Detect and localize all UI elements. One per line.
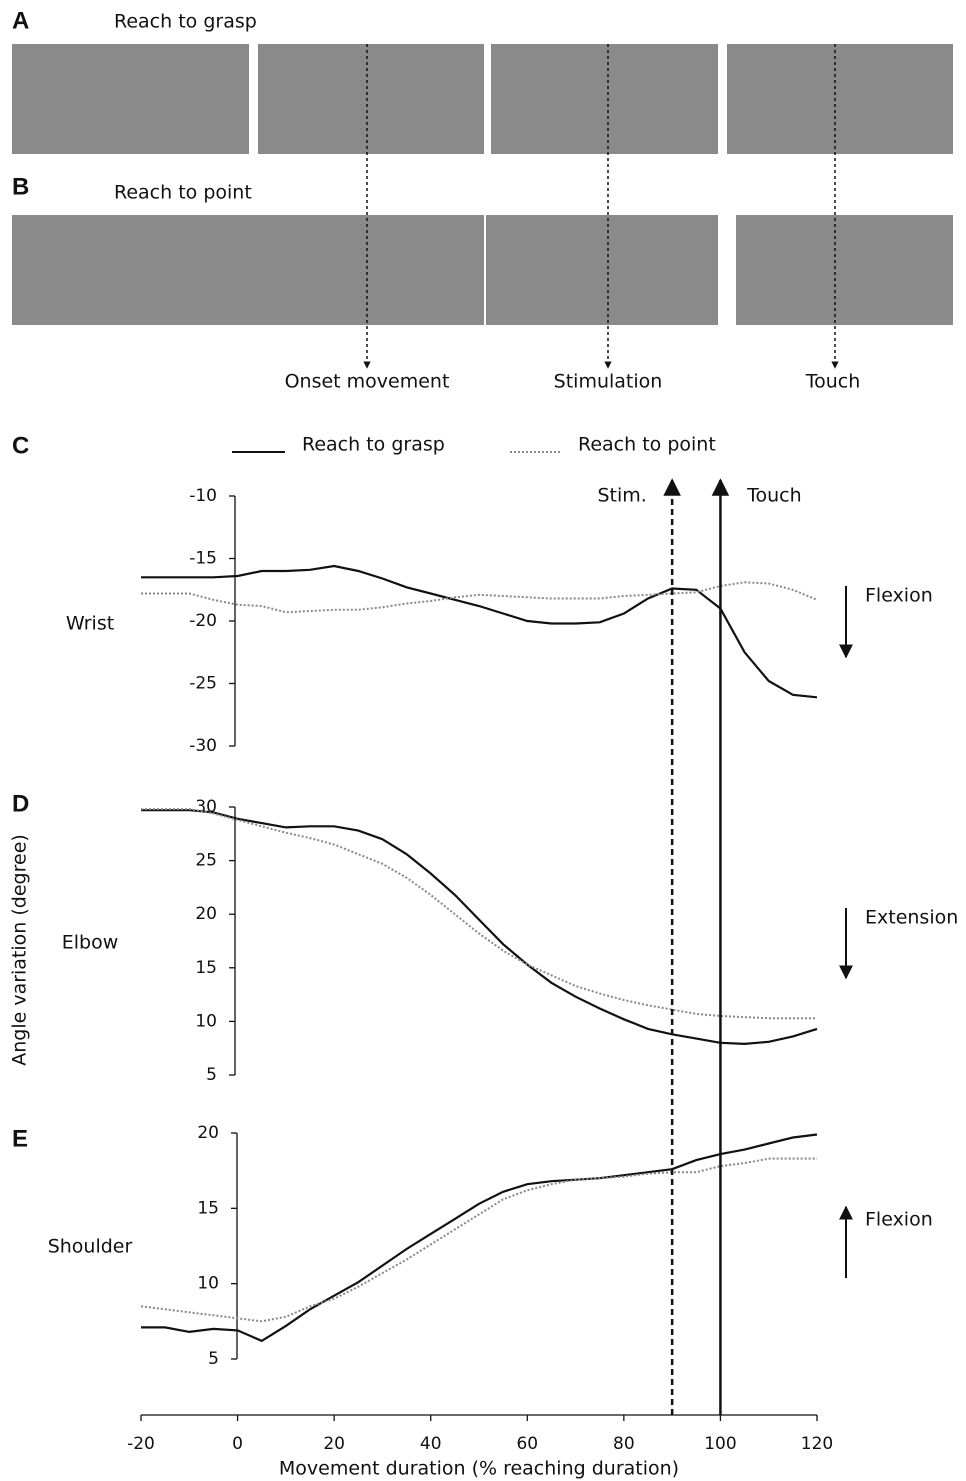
chart-title: Wrist (66, 613, 114, 635)
series-line (141, 808, 817, 1020)
panel-letter: D (12, 790, 29, 817)
x-tick-label: 20 (323, 1434, 345, 1454)
chart-title: Shoulder (48, 1236, 133, 1258)
y-tick-label: -30 (189, 736, 217, 756)
panel-letter: C (12, 432, 29, 459)
annotation: Extension (865, 907, 958, 929)
y-tick-label: -25 (189, 674, 217, 694)
y-tick-label: -10 (189, 486, 217, 506)
x-tick-label: 0 (232, 1434, 243, 1454)
y-tick-label: 10 (195, 1011, 217, 1031)
y-tick-label: 25 (195, 851, 217, 871)
panel-label: Reach to point (114, 182, 252, 204)
series-line (141, 564, 818, 699)
legend-label: Reach to point (578, 434, 716, 456)
x-tick-label: 100 (704, 1434, 736, 1454)
x-axis-label: Movement duration (% reaching duration) (279, 1458, 679, 1480)
photo (248, 215, 484, 325)
series-line (141, 1133, 818, 1343)
chart-title: Elbow (62, 932, 119, 954)
photo (486, 215, 718, 325)
event-line-label: Stim. (597, 485, 646, 507)
y-tick-label: 5 (206, 1065, 217, 1085)
annotation: Flexion (865, 585, 933, 607)
legend-label: Reach to grasp (302, 434, 445, 456)
event-arrows (363, 44, 839, 369)
event-line-label: Touch (746, 485, 802, 507)
x-tick-label: 40 (420, 1434, 442, 1454)
photo (258, 44, 484, 154)
annotation: Flexion (865, 1209, 933, 1231)
x-tick-label: -20 (127, 1434, 155, 1454)
y-tick-label: 15 (197, 1198, 219, 1218)
photos (12, 44, 953, 325)
y-tick-label: 20 (195, 904, 217, 924)
x-tick-label: 80 (613, 1434, 635, 1454)
y-tick-label: -15 (189, 549, 217, 569)
panel-letter: A (12, 7, 29, 34)
event-label: Onset movement (285, 371, 450, 393)
series-line (140, 1157, 817, 1323)
event-label: Stimulation (554, 371, 663, 393)
y-tick-label: 5 (208, 1349, 219, 1369)
photo (12, 215, 249, 325)
panel-label: Reach to grasp (114, 11, 257, 33)
y-tick-label: 15 (195, 958, 217, 978)
series-line (141, 581, 818, 614)
photo (12, 44, 249, 154)
photo (727, 44, 953, 154)
event-label: Touch (805, 371, 861, 393)
y-tick-label: 20 (197, 1123, 219, 1143)
series-line (141, 809, 818, 1046)
photo (491, 44, 718, 154)
x-tick-label: 60 (516, 1434, 538, 1454)
panel-letter: E (12, 1125, 28, 1152)
y-axis-label: Angle variation (degree) (9, 834, 31, 1066)
x-tick-label: 120 (801, 1434, 833, 1454)
panel-letter: B (12, 173, 29, 200)
y-tick-label: -20 (189, 611, 217, 631)
y-tick-label: 10 (197, 1274, 219, 1294)
photo (736, 215, 953, 325)
